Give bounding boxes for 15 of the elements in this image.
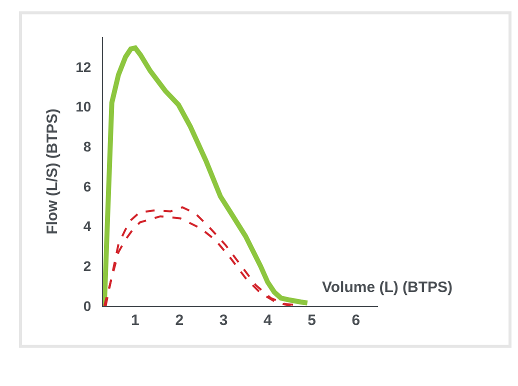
y-axis-title: Flow (L/S) (BTPS) — [44, 108, 61, 234]
y-tick-label: 12 — [76, 58, 92, 75]
x-tick-label: 1 — [131, 312, 140, 329]
x-tick-label: 2 — [175, 312, 184, 329]
y-tick-label: 6 — [83, 178, 92, 194]
x-tick-label: 5 — [308, 312, 316, 329]
x-axis-title: Volume (L) (BTPS) — [322, 279, 453, 296]
x-tick-label: 3 — [219, 312, 228, 329]
y-tick-label: 4 — [83, 218, 92, 234]
y-tick-label: 2 — [83, 258, 92, 274]
x-tick-label: 4 — [263, 312, 272, 329]
y-tick-label: 8 — [83, 138, 92, 154]
x-tick-label: 6 — [352, 312, 360, 329]
y-tick-label: 0 — [83, 298, 92, 314]
y-tick-label: 10 — [76, 98, 92, 115]
